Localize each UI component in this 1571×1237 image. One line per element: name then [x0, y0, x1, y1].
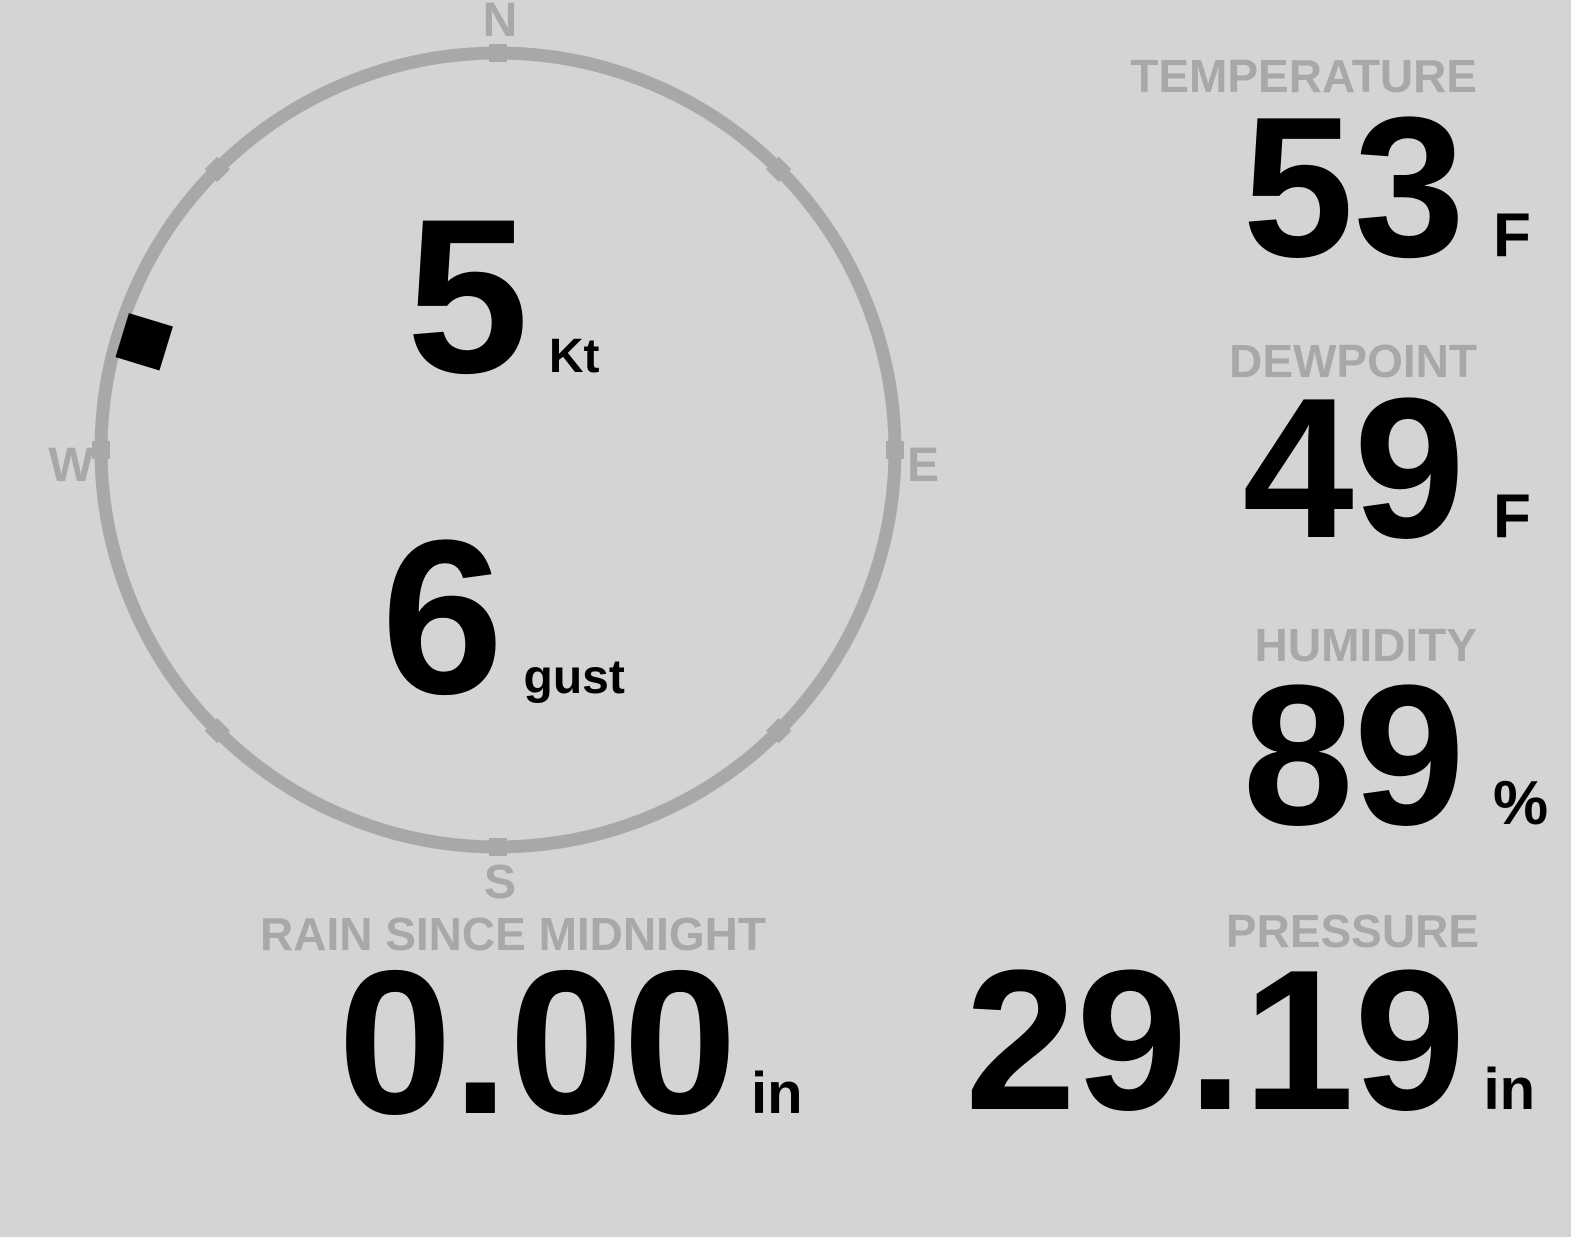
pressure-label: PRESSURE [1225, 905, 1479, 957]
compass-label-west: W [48, 439, 94, 492]
temperature-unit: F [1493, 201, 1531, 270]
dewpoint-reading: 49 F [1243, 369, 1557, 569]
wind-gust-unit: gust [523, 651, 625, 704]
pressure-unit: in [1483, 1057, 1535, 1122]
compass-tick [765, 156, 792, 183]
rain-value: 0.00 [338, 928, 737, 1157]
humidity-value: 89 [1242, 644, 1465, 867]
compass-tick [92, 441, 110, 459]
pressure-reading: 29.19 in [965, 941, 1535, 1141]
compass-tick [489, 44, 507, 62]
wind-speed-value: 5 [406, 173, 529, 419]
temperature-label: TEMPERATURE [1130, 50, 1477, 102]
compass-tick [489, 838, 507, 856]
humidity-unit: % [1493, 769, 1549, 838]
compass-label-north: N [482, 0, 518, 47]
wind-gust-row: 6 gust [198, 507, 808, 727]
humidity-reading: 89% [1243, 656, 1557, 856]
rain-label: RAIN SINCE MIDNIGHT [260, 908, 766, 960]
dewpoint-unit: F [1493, 482, 1531, 551]
rain-reading: 0.00 in [338, 940, 803, 1145]
wind-direction-marker [115, 313, 173, 371]
temperature-reading: 53 F [1243, 88, 1557, 288]
compass-tick [886, 441, 904, 459]
humidity-label: HUMIDITY [1254, 619, 1477, 671]
compass-label-east: E [906, 439, 940, 492]
compass-tick [204, 717, 231, 744]
dewpoint-value: 49 [1242, 357, 1465, 580]
wind-gust-value: 6 [381, 494, 504, 740]
compass-label-south: S [483, 856, 517, 909]
dewpoint-label: DEWPOINT [1229, 335, 1477, 387]
wind-speed-unit: Kt [548, 330, 600, 383]
rain-unit: in [751, 1061, 803, 1126]
pressure-value: 29.19 [964, 929, 1466, 1152]
wind-speed-row: 5 Kt [198, 186, 808, 406]
compass-tick [765, 717, 792, 744]
temperature-value: 53 [1242, 76, 1465, 299]
